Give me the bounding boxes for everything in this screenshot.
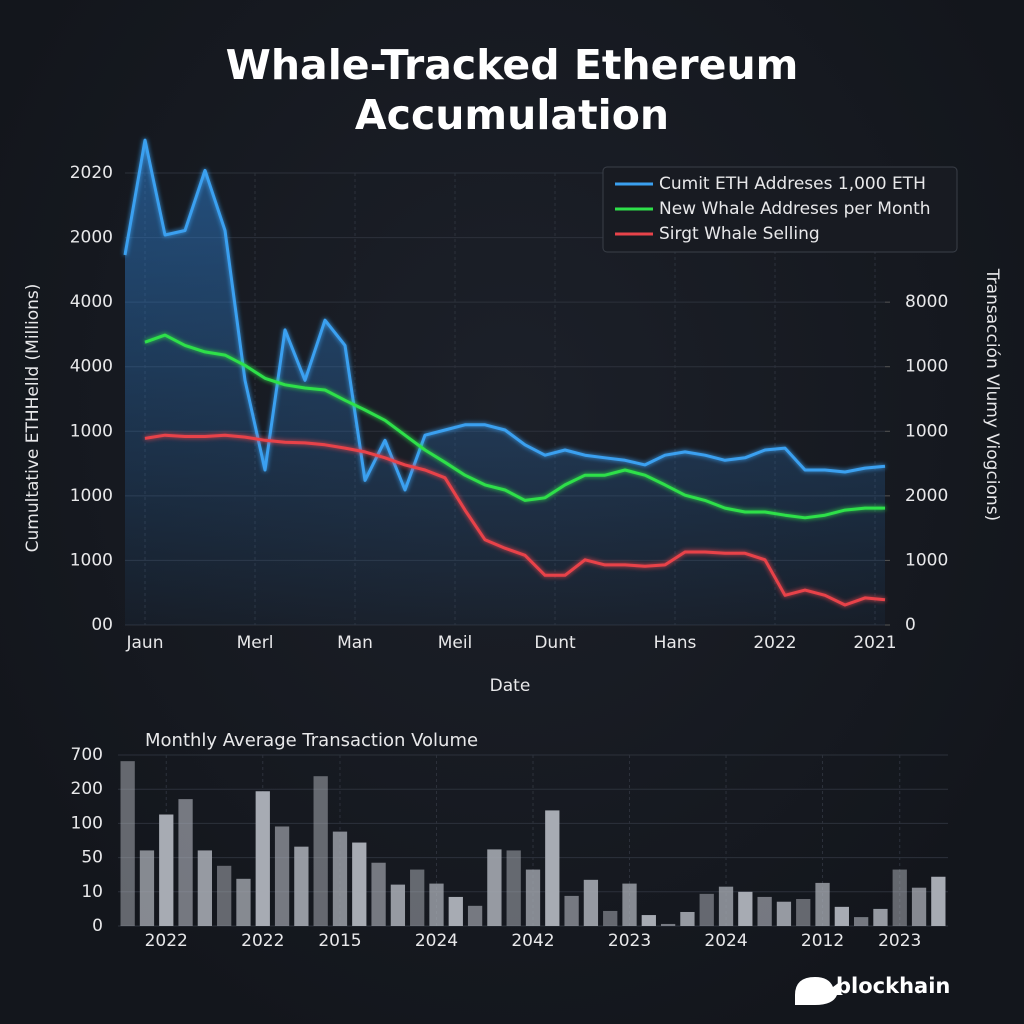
legend-label: Cumit ETH Addreses 1,000 ETH bbox=[659, 174, 926, 194]
bar bbox=[371, 862, 386, 926]
y-tick-label: 0 bbox=[92, 916, 103, 936]
bar bbox=[178, 799, 193, 926]
whale-icon bbox=[795, 977, 843, 1005]
bar bbox=[448, 896, 463, 926]
y-tick-label: 1000 bbox=[70, 486, 113, 506]
x-tick-label: 2022 bbox=[753, 633, 796, 653]
y2-tick-label: 1000 bbox=[905, 357, 948, 377]
bar bbox=[352, 842, 367, 926]
bar bbox=[931, 876, 946, 926]
bar bbox=[429, 883, 444, 926]
bar bbox=[603, 910, 618, 926]
bar bbox=[757, 896, 772, 926]
y2-tick-label: 1000 bbox=[905, 421, 948, 441]
y-tick-label: 00 bbox=[91, 615, 113, 635]
y2-tick-label: 2000 bbox=[905, 486, 948, 506]
chart-title: Whale-Tracked Ethereum Accumulation bbox=[225, 41, 799, 139]
y-tick-label: 4000 bbox=[70, 357, 113, 377]
y-axis-title: Cumultative ETHHelld (Millions) bbox=[23, 284, 43, 553]
bar bbox=[853, 917, 869, 926]
x-tick-label: Jaun bbox=[126, 633, 164, 653]
x-tick-label: 2023 bbox=[878, 931, 921, 951]
legend-label: Sirgt Whale Selling bbox=[659, 224, 820, 244]
line bbox=[123, 138, 886, 492]
bar bbox=[738, 891, 753, 926]
bar bbox=[545, 810, 560, 926]
chart-title: Monthly Average Transaction Volume bbox=[145, 730, 478, 751]
bar bbox=[313, 776, 328, 926]
x-tick-label: 2022 bbox=[241, 931, 284, 951]
bar bbox=[255, 791, 270, 926]
brand: blockhain bbox=[836, 974, 950, 998]
y2-tick-label: 8000 bbox=[905, 292, 948, 312]
y-tick-label: 200 bbox=[71, 779, 103, 799]
area bbox=[125, 140, 885, 625]
y2-tick-label: 1000 bbox=[905, 550, 948, 570]
bar bbox=[487, 849, 502, 926]
x-tick-label: 2023 bbox=[608, 931, 651, 951]
y-tick-label: 700 bbox=[71, 745, 103, 765]
x-tick-label: 2021 bbox=[853, 633, 896, 653]
bar bbox=[525, 869, 541, 926]
x-tick-label: Meil bbox=[438, 633, 473, 653]
x-tick-label: 2024 bbox=[704, 931, 747, 951]
bar bbox=[680, 911, 695, 926]
legend: Cumit ETH Addreses 1,000 ETH New Whale Ad… bbox=[602, 166, 958, 253]
bar bbox=[217, 865, 232, 926]
bar bbox=[718, 886, 734, 926]
bar bbox=[236, 878, 251, 926]
x-tick-label: 2015 bbox=[318, 931, 361, 951]
y-tick-label: 10 bbox=[81, 882, 103, 902]
bar bbox=[139, 850, 155, 926]
bar bbox=[120, 761, 135, 926]
bar bbox=[583, 879, 599, 926]
x-tick-label: Dunt bbox=[534, 633, 576, 653]
bar bbox=[622, 883, 637, 926]
bar bbox=[776, 901, 792, 926]
bar bbox=[834, 906, 849, 926]
bar bbox=[294, 846, 309, 926]
bar bbox=[564, 895, 579, 926]
legend-box bbox=[602, 166, 958, 253]
bar bbox=[873, 908, 888, 926]
y-tick-label: 1000 bbox=[70, 550, 113, 570]
bar bbox=[815, 882, 830, 926]
x-tick-label: 2042 bbox=[511, 931, 554, 951]
x-tick-label: Merl bbox=[237, 633, 274, 653]
y2-tick-label: 0 bbox=[905, 615, 916, 635]
y-tick-label: 4000 bbox=[70, 292, 113, 312]
y-tick-label: 50 bbox=[81, 848, 103, 868]
bar bbox=[641, 915, 656, 926]
bar bbox=[390, 884, 406, 926]
bar bbox=[911, 887, 927, 926]
bar bbox=[699, 893, 714, 926]
x-tick-label: Man bbox=[337, 633, 373, 653]
bar bbox=[274, 826, 290, 926]
bar bbox=[660, 923, 676, 926]
logo: blockhain bbox=[795, 974, 950, 1005]
bar bbox=[506, 850, 521, 926]
bar bbox=[467, 905, 483, 926]
x-tick-label: 2022 bbox=[145, 931, 188, 951]
line bbox=[144, 433, 886, 607]
bar bbox=[892, 869, 907, 926]
bar bbox=[197, 850, 213, 926]
bar bbox=[332, 831, 348, 926]
line bbox=[144, 333, 885, 520]
x-tick-label: Hans bbox=[654, 633, 697, 653]
x-tick-label: 2012 bbox=[801, 931, 844, 951]
y2-axis-title: Transacción Vlumy Viogcions) bbox=[982, 268, 1002, 521]
legend-label: New Whale Addreses per Month bbox=[659, 199, 931, 219]
bar bbox=[796, 898, 811, 926]
y-tick-label: 100 bbox=[71, 813, 103, 833]
x-axis-title: Date bbox=[490, 676, 531, 696]
bar bbox=[159, 814, 174, 926]
y-tick-label: 1000 bbox=[70, 421, 113, 441]
x-tick-label: 2024 bbox=[415, 931, 458, 951]
bar bbox=[410, 869, 425, 926]
y-tick-label: 2020 bbox=[70, 163, 113, 183]
y-tick-label: 2000 bbox=[70, 228, 113, 248]
